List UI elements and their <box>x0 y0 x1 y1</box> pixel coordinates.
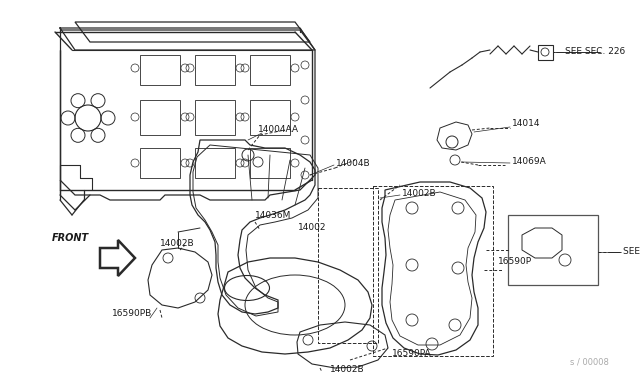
Text: 14004B: 14004B <box>336 158 371 167</box>
Bar <box>373 186 493 356</box>
Text: s / 00008: s / 00008 <box>570 357 609 366</box>
Bar <box>195 55 235 85</box>
Bar <box>508 215 598 285</box>
Text: 16590P: 16590P <box>498 257 532 266</box>
Text: 14004AA: 14004AA <box>258 125 299 135</box>
Bar <box>538 45 553 60</box>
Bar <box>140 100 180 135</box>
Text: 16590PB: 16590PB <box>112 308 152 317</box>
Text: 14002B: 14002B <box>402 189 436 198</box>
Bar <box>250 148 290 178</box>
Text: 14002B: 14002B <box>160 240 195 248</box>
Text: 14002B: 14002B <box>330 366 365 372</box>
Bar <box>195 148 235 178</box>
Bar <box>250 100 290 135</box>
Bar <box>140 55 180 85</box>
Text: SEE SEC. 226: SEE SEC. 226 <box>565 48 625 57</box>
Bar <box>140 148 180 178</box>
Bar <box>195 100 235 135</box>
Text: 14002: 14002 <box>298 222 326 231</box>
Text: 14014: 14014 <box>512 119 541 128</box>
Bar <box>318 188 378 343</box>
Bar <box>250 55 290 85</box>
Text: 14069A: 14069A <box>512 157 547 167</box>
Text: SEE SEC. 226: SEE SEC. 226 <box>623 247 640 257</box>
Text: 16590PA: 16590PA <box>392 349 431 357</box>
Text: FRONT: FRONT <box>52 233 89 243</box>
Text: 14036M: 14036M <box>255 212 291 221</box>
